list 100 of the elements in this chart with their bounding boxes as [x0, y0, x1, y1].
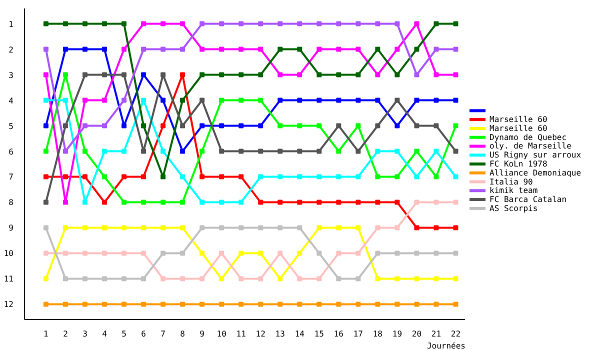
point — [62, 46, 68, 52]
point — [394, 148, 400, 154]
point — [394, 46, 400, 52]
point — [336, 98, 342, 103]
point — [278, 250, 283, 256]
point — [434, 302, 439, 307]
point — [375, 225, 380, 230]
point — [62, 276, 68, 282]
point — [297, 200, 302, 205]
x-tick-label: 19 — [392, 330, 402, 338]
point — [200, 276, 205, 282]
point — [394, 302, 400, 307]
point — [453, 148, 458, 154]
point — [82, 46, 88, 52]
point — [414, 276, 420, 282]
point — [336, 148, 342, 154]
point — [414, 72, 420, 78]
x-tick-label: 3 — [82, 330, 88, 338]
point — [160, 46, 166, 52]
point — [180, 98, 186, 103]
point — [62, 72, 68, 78]
point — [434, 225, 439, 230]
point — [278, 174, 283, 180]
point — [62, 174, 68, 180]
point — [160, 276, 166, 282]
point — [414, 200, 420, 205]
point — [434, 46, 439, 52]
point — [62, 123, 68, 128]
point — [453, 123, 458, 128]
point — [316, 21, 322, 26]
point — [122, 46, 127, 52]
point — [102, 46, 108, 52]
legend-label: kimik team — [490, 186, 538, 196]
point — [122, 250, 127, 256]
point — [297, 123, 302, 128]
point — [180, 123, 186, 128]
x-tick-label: 9 — [200, 330, 205, 338]
point — [356, 98, 361, 103]
point — [43, 148, 48, 154]
point — [434, 148, 439, 154]
x-tick-label: 14 — [294, 330, 305, 338]
point — [375, 46, 380, 52]
point — [43, 72, 48, 78]
point — [375, 123, 380, 128]
y-tick-label: 9 — [8, 224, 14, 233]
x-tick-label: 21 — [431, 330, 442, 338]
point — [141, 98, 146, 103]
y-tick-label: 4 — [8, 96, 14, 106]
legend-label: US Rigny sur arroux — [490, 150, 582, 160]
point — [219, 225, 224, 230]
point — [278, 123, 283, 128]
point — [375, 276, 380, 282]
point — [297, 174, 302, 180]
point — [336, 174, 342, 180]
point — [200, 123, 205, 128]
point — [258, 302, 264, 307]
point — [238, 21, 244, 26]
x-tick-label: 16 — [334, 330, 344, 338]
point — [141, 21, 146, 26]
point — [336, 46, 342, 52]
x-axis-title: Journées — [426, 342, 466, 350]
point — [258, 98, 264, 103]
point — [297, 302, 302, 307]
point — [200, 200, 205, 205]
point — [434, 250, 439, 256]
point — [356, 174, 361, 180]
point — [102, 302, 108, 307]
point — [356, 200, 361, 205]
point — [82, 200, 88, 205]
point — [316, 250, 322, 256]
point — [238, 225, 244, 230]
point — [82, 225, 88, 230]
point — [82, 98, 88, 103]
point — [453, 72, 458, 78]
point — [160, 302, 166, 307]
point — [453, 225, 458, 230]
point — [414, 148, 420, 154]
point — [394, 72, 400, 78]
point — [434, 72, 439, 78]
point — [102, 123, 108, 128]
point — [434, 98, 439, 103]
x-tick-label: 5 — [122, 330, 127, 338]
point — [219, 302, 224, 307]
point — [160, 98, 166, 103]
point — [453, 200, 458, 205]
point — [297, 98, 302, 103]
point — [180, 21, 186, 26]
point — [141, 302, 146, 307]
point — [258, 21, 264, 26]
x-tick-label: 15 — [314, 330, 324, 338]
point — [82, 174, 88, 180]
point — [375, 200, 380, 205]
x-tick-label: 8 — [180, 330, 186, 338]
point — [258, 46, 264, 52]
point — [375, 98, 380, 103]
point — [160, 21, 166, 26]
point — [258, 276, 264, 282]
point — [62, 302, 68, 307]
point — [316, 225, 322, 230]
point — [141, 225, 146, 230]
